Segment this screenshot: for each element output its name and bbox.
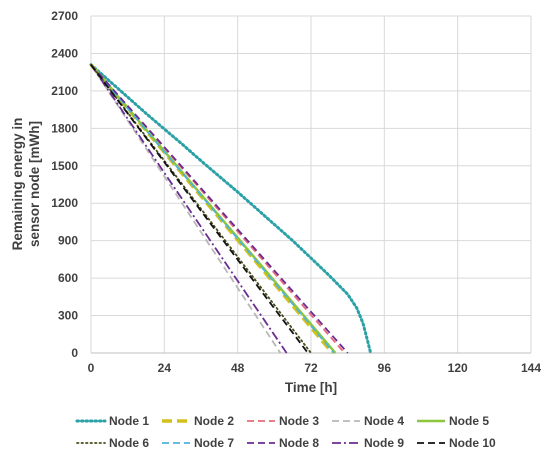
y-tick-label: 600 [58,271,78,285]
y-tick-label: 2100 [51,84,78,98]
series-line-node-10 [90,64,309,354]
x-axis-title: Time [h] [285,380,337,395]
y-axis-title-line-2: sensor node [mWh] [27,121,42,247]
series-line-node-7 [90,64,335,354]
series-line-node-3 [90,64,346,354]
y-tick-labels: 0 300 600 900 1200 1500 1800 2100 2400 2700 [51,9,78,360]
legend-label-node-2: Node 2 [194,414,234,428]
x-tick-labels: 0 24 48 72 96 120 144 [88,361,542,375]
x-tick-label: 144 [521,361,541,375]
y-tick-label: 1500 [51,159,78,173]
legend-label-node-10: Node 10 [449,436,496,450]
y-axis-title-line-1: Remaining energy in [10,118,25,251]
legend: Node 1 Node 2 Node 3 Node 4 Node 5 Node 6 Node… [75,414,496,450]
x-tick-label: 96 [378,361,392,375]
legend-label-node-3: Node 3 [279,414,319,428]
y-tick-label: 300 [58,309,78,323]
series-line-node-8 [90,64,349,354]
y-tick-label: 0 [71,346,78,360]
legend-label-node-4: Node 4 [364,414,404,428]
x-tick-label: 72 [304,361,318,375]
legend-label-node-6: Node 6 [109,436,149,450]
legend-label-node-7: Node 7 [194,436,234,450]
series-line-node-9 [90,64,288,354]
x-tick-label: 24 [158,361,172,375]
legend-label-node-9: Node 9 [364,436,404,450]
series-line-node-1 [89,63,373,355]
y-tick-label: 2700 [51,9,78,23]
series-line-node-6 [90,63,312,354]
legend-label-node-1: Node 1 [109,414,149,428]
y-tick-label: 1200 [51,196,78,210]
y-tick-label: 900 [58,234,78,248]
x-tick-label: 0 [88,361,95,375]
series-lines [89,63,373,355]
legend-label-node-8: Node 8 [279,436,319,450]
legend-label-node-5: Node 5 [449,414,489,428]
x-tick-label: 48 [231,361,245,375]
grid [90,15,532,354]
y-tick-label: 1800 [51,121,78,135]
x-tick-label: 120 [448,361,468,375]
y-tick-label: 2400 [51,46,78,60]
